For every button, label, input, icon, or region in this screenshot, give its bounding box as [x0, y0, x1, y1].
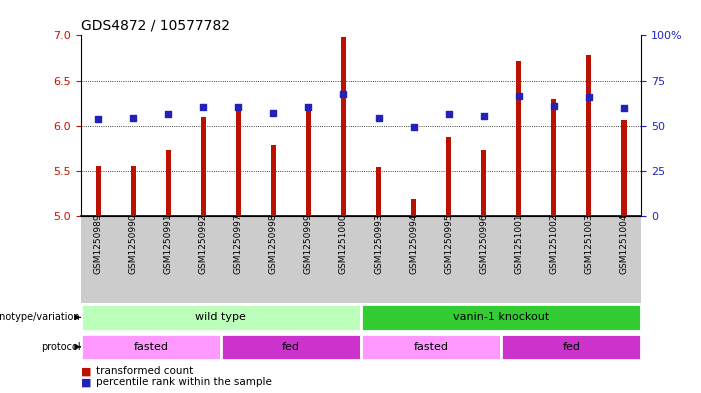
- Text: GDS4872 / 10577782: GDS4872 / 10577782: [81, 19, 230, 33]
- Bar: [200, 117, 206, 216]
- Point: [478, 113, 489, 119]
- Point: [163, 111, 174, 117]
- Bar: [165, 150, 171, 216]
- Point: [233, 104, 244, 110]
- Point: [128, 114, 139, 121]
- Bar: [411, 199, 416, 216]
- Point: [338, 91, 349, 97]
- Bar: [586, 55, 592, 216]
- Text: fed: fed: [562, 342, 580, 352]
- Point: [408, 123, 419, 130]
- Bar: [621, 120, 627, 216]
- Point: [93, 116, 104, 122]
- Text: fasted: fasted: [414, 342, 449, 352]
- Bar: [306, 111, 311, 216]
- Bar: [236, 108, 241, 216]
- Bar: [446, 137, 451, 216]
- Text: protocol: protocol: [41, 342, 81, 352]
- Point: [548, 103, 559, 109]
- Text: vanin-1 knockout: vanin-1 knockout: [453, 312, 550, 322]
- Text: percentile rank within the sample: percentile rank within the sample: [96, 377, 272, 387]
- Point: [513, 93, 524, 99]
- Bar: [341, 37, 346, 216]
- Point: [443, 111, 454, 117]
- Bar: [551, 99, 557, 216]
- Bar: [271, 145, 276, 216]
- Point: [268, 110, 279, 116]
- Bar: [516, 61, 522, 216]
- Text: ■: ■: [81, 366, 91, 376]
- Text: fasted: fasted: [133, 342, 168, 352]
- Point: [198, 104, 209, 110]
- Bar: [501, 334, 641, 360]
- Bar: [130, 167, 136, 216]
- Bar: [361, 304, 641, 331]
- Bar: [221, 334, 361, 360]
- Point: [303, 104, 314, 110]
- Point: [618, 105, 629, 111]
- Point: [373, 114, 384, 121]
- Text: ■: ■: [81, 377, 91, 387]
- Point: [583, 94, 594, 100]
- Bar: [81, 304, 361, 331]
- Bar: [361, 334, 501, 360]
- Text: genotype/variation: genotype/variation: [0, 312, 81, 322]
- Text: wild type: wild type: [196, 312, 246, 322]
- Bar: [95, 165, 101, 216]
- Bar: [481, 150, 486, 216]
- Text: fed: fed: [282, 342, 300, 352]
- Text: transformed count: transformed count: [96, 366, 193, 376]
- Bar: [81, 334, 221, 360]
- Bar: [376, 167, 381, 216]
